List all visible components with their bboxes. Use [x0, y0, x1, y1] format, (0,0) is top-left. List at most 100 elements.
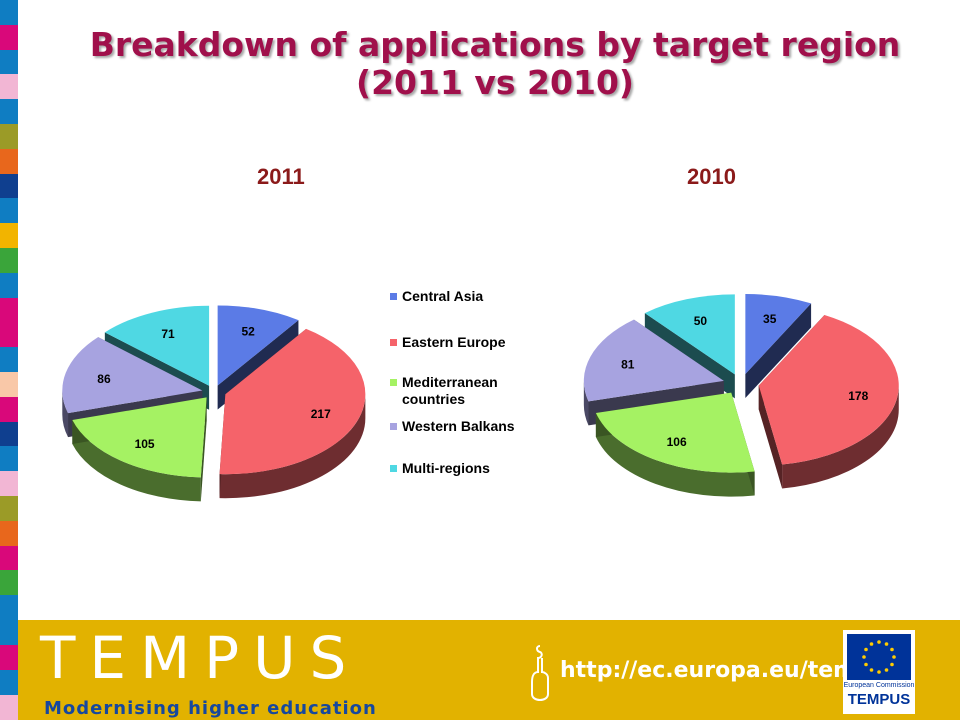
- eu-star: [884, 642, 889, 646]
- eu-star: [862, 655, 866, 659]
- strip-block: [0, 520, 18, 546]
- tempus-logo-text: TEMPUS: [40, 624, 361, 692]
- footer-banner: TEMPUS Modernising higher education http…: [0, 620, 960, 720]
- tempus-tagline: Modernising higher education: [44, 698, 377, 719]
- slide-title-line-2: (2011 vs 2010): [356, 63, 634, 102]
- strip-block: [0, 347, 18, 372]
- pie-chart-2011: 52 217 105 86 71: [62, 305, 366, 502]
- european-commission-logo: European Commission TEMPUS: [843, 630, 915, 714]
- footer-side-strip: [0, 620, 18, 720]
- pie-wall-eastern-europe: [782, 385, 899, 489]
- legend-label-central-asia: Central Asia: [402, 288, 484, 304]
- slide-title: Breakdown of applications by target regi…: [30, 26, 960, 102]
- strip-block: [0, 471, 18, 496]
- strip-block: [0, 99, 18, 124]
- legend-label-multi-regions: Multi-regions: [402, 460, 490, 476]
- pie-slice-2011-eastern-europe: [219, 328, 366, 475]
- chart-2010-title: 2010: [687, 164, 736, 189]
- strip-block: [0, 148, 18, 174]
- pie-slice-2010-eastern-europe: [758, 315, 899, 465]
- slide-title-line-1: Breakdown of applications by target regi…: [89, 25, 901, 64]
- pie-wall-eastern-europe: [219, 394, 366, 499]
- legend-swatch-central-asia: [390, 293, 397, 300]
- pie-label-2011-mediterranean: 105: [135, 437, 155, 451]
- strip-block: [0, 545, 18, 571]
- hand-pointer-icon: [531, 645, 549, 702]
- pie-label-2011-western-balkans: 86: [97, 372, 111, 386]
- eu-star: [869, 668, 874, 672]
- strip-block: [0, 297, 18, 323]
- legend-swatch-western-balkans: [390, 423, 397, 430]
- pie-label-2010-eastern-europe: 178: [848, 389, 868, 403]
- eu-star: [869, 642, 874, 646]
- legend-item-eastern-europe: Eastern Europe: [390, 334, 552, 351]
- strip-block: [0, 695, 18, 720]
- pie-label-2011-multi-regions: 71: [161, 327, 175, 341]
- eu-star: [877, 670, 881, 674]
- legend-item-central-asia: Central Asia: [390, 288, 552, 305]
- strip-block: [0, 74, 18, 100]
- strip-block: [0, 24, 18, 50]
- legend-label-eastern-europe: Eastern Europe: [402, 334, 506, 350]
- pie-label-2011-central-asia: 52: [241, 325, 255, 339]
- strip-block: [0, 198, 18, 224]
- legend-swatch-multi-regions: [390, 465, 397, 472]
- european-commission-label: European Commission: [843, 682, 915, 689]
- strip-block: [0, 570, 18, 596]
- legend-swatch-eastern-europe: [390, 339, 397, 346]
- strip-block: [0, 247, 18, 273]
- strip-block: [0, 173, 18, 199]
- legend-label-western-balkans: Western Balkans: [402, 418, 515, 434]
- pie-chart-2010: 35 178 106 81 50: [583, 294, 899, 497]
- pie-cut-face-eastern-europe: [758, 385, 783, 489]
- strip-block: [0, 396, 18, 422]
- pie-label-2010-multi-regions: 50: [694, 314, 708, 328]
- eu-star: [890, 647, 894, 652]
- eu-star: [864, 662, 868, 667]
- strip-block: [0, 421, 18, 447]
- strip-block: [0, 620, 18, 645]
- legend-item-multi-regions: Multi-regions: [390, 460, 552, 477]
- eu-flag-icon: [847, 634, 911, 680]
- strip-block: [0, 272, 18, 298]
- strip-block: [0, 223, 18, 248]
- pie-slice-2010-central-asia: [745, 294, 812, 375]
- legend-label-mediterranean: Mediterranean countries: [402, 374, 498, 407]
- pie-wall-western-balkans: [583, 380, 589, 426]
- pie-slice-2011-western-balkans: [62, 337, 203, 414]
- eu-star: [884, 668, 889, 672]
- pie-label-2010-central-asia: 35: [763, 312, 777, 326]
- strip-block: [0, 322, 18, 348]
- pie-cut-face-mediterranean: [200, 397, 207, 502]
- legend-item-mediterranean: Mediterranean countries: [390, 374, 552, 408]
- eu-star: [864, 647, 868, 652]
- decorative-side-strip: [0, 0, 18, 620]
- strip-block: [0, 123, 18, 149]
- eu-star: [890, 662, 894, 667]
- pie-slice-2010-western-balkans: [583, 319, 724, 402]
- strip-block: [0, 645, 18, 670]
- eu-star: [877, 640, 881, 644]
- pie-wall-western-balkans: [62, 390, 69, 438]
- pie-charts: 52 217 105 86 71 35 178 106 81 50: [62, 294, 899, 502]
- strip-block: [0, 446, 18, 472]
- strip-block: [0, 0, 18, 25]
- pie-slice-2011-multi-regions: [104, 305, 210, 386]
- strip-block: [0, 670, 18, 695]
- pie-wall-mediterranean: [595, 413, 755, 497]
- pie-label-2010-mediterranean: 106: [667, 435, 687, 449]
- pie-slice-2011-central-asia: [217, 305, 299, 386]
- pie-label-2011-eastern-europe: 217: [311, 407, 331, 421]
- ec-tempus-label: TEMPUS: [847, 691, 911, 708]
- legend-item-western-balkans: Western Balkans: [390, 418, 552, 435]
- strip-block: [0, 595, 18, 620]
- eu-star: [892, 655, 896, 659]
- legend-swatch-mediterranean: [390, 379, 397, 386]
- chart-2011-title: 2011: [257, 164, 305, 189]
- pie-slice-2010-multi-regions: [644, 294, 735, 375]
- strip-block: [0, 495, 18, 521]
- strip-block: [0, 49, 18, 75]
- pie-slice-2010-mediterranean: [595, 392, 755, 473]
- pie-label-2010-western-balkans: 81: [621, 357, 635, 371]
- strip-block: [0, 371, 18, 397]
